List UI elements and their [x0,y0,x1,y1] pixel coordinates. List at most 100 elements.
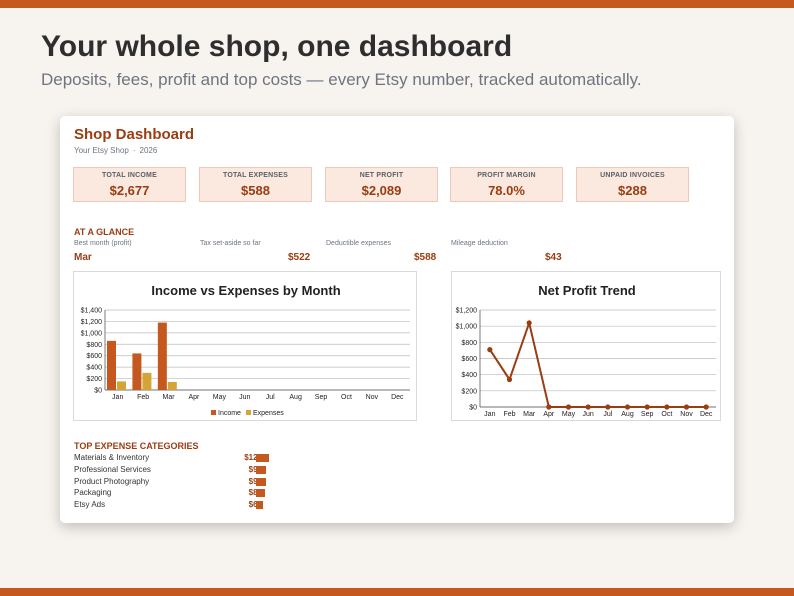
bar-expenses [167,382,177,390]
income-expenses-chart-svg: Income vs Expenses by Month $0 $200 $400 $60… [81,283,410,417]
y-tick-label: $0 [469,405,477,412]
expense-value: $95 [249,465,262,474]
top-accent-bar [0,0,794,8]
x-tick-label: Apr [543,411,555,418]
kpi-label: UNPAID INVOICES [600,172,665,179]
y-tick-label: $200 [86,376,102,383]
kpi-value: $288 [618,183,647,198]
glance-value-best-month: Mar [74,252,92,263]
glance-label-mileage: Mileage deduction [451,240,508,247]
glance-value-tax: $522 [288,252,311,263]
expense-bar [256,501,263,510]
y-tick-label: $600 [461,356,477,363]
profit-point [664,404,670,410]
profit-point [506,376,513,383]
x-tick-label: Feb [137,394,149,401]
profit-point [546,404,552,410]
profit-point [605,404,611,410]
x-tick-label: Dec [700,411,713,418]
profit-point [644,404,650,410]
x-tick-label: Jun [239,394,250,401]
x-tick-label: Sep [641,411,654,418]
shop-name: Your Etsy Shop [74,146,129,155]
expense-row: Product Photography $90 [74,477,274,488]
expense-value: $90 [249,477,262,486]
x-tick-label: Nov [366,394,379,401]
expense-bar [256,489,266,498]
page-headline: Your whole shop, one dashboard [41,30,513,63]
profit-point [703,404,709,410]
y-tick-label: $1,200 [81,319,103,326]
bottom-accent-bar [0,588,794,596]
glance-label-best-month: Best month (profit) [74,240,132,247]
profit-point [585,404,591,410]
y-tick-label: $400 [86,365,102,372]
page-subheadline: Deposits, fees, profit and top costs — e… [41,70,642,89]
x-tick-label: Dec [391,394,404,401]
x-tick-label: Jul [266,394,275,401]
x-tick-label: Apr [189,394,201,401]
expense-row: Materials & Inventory $122 [74,453,274,464]
y-tick-label: $200 [461,388,477,395]
kpi-value: $588 [241,183,270,198]
expense-value: $62 [249,500,262,509]
glance-value-deductible: $588 [414,252,437,263]
kpi-net-profit: NET PROFIT $2,089 [325,167,438,202]
dashboard-year: 2026 [139,146,158,155]
x-tick-label: Aug [621,411,634,418]
kpi-value: $2,677 [109,183,150,198]
expense-bar [256,465,267,474]
kpi-label: PROFIT MARGIN [477,172,536,179]
expense-name: Etsy Ads [74,500,106,510]
expense-bar [256,454,269,462]
expense-name: Professional Services [74,464,151,474]
profit-line [488,319,707,408]
x-tick-label: Oct [341,394,352,401]
glance-label-tax: Tax set-aside so far [200,240,261,247]
kpi-unpaid-invoices: UNPAID INVOICES $288 [576,167,689,202]
legend-swatch [246,410,251,415]
profit-point [526,320,532,326]
x-tick-label: Jun [583,411,594,418]
y-tick-label: $800 [86,342,102,349]
y-tick-label: $0 [94,388,102,395]
chart-title: Net Profit Trend [538,283,636,298]
profit-point [487,347,493,353]
expense-bar [256,477,266,486]
y-tick-label: $1,000 [81,330,103,337]
x-tick-label: Jul [603,411,612,418]
expense-name: Product Photography [74,476,150,486]
bar-income [107,340,116,390]
bar-expenses [142,372,152,390]
kpi-label: TOTAL EXPENSES [222,172,289,179]
glance-section-title: AT A GLANCE [74,227,135,237]
dashboard-card: Shop Dashboard Your Etsy Shop · 2026 TOTAL… [60,116,734,523]
bar-income [132,353,142,390]
glance-label-deductible: Deductible expenses [326,240,391,247]
kpi-value: $2,089 [361,183,402,198]
profit-point [683,404,690,410]
y-tick-label: $600 [86,353,102,360]
y-tick-label: $1,400 [81,308,103,315]
x-tick-label: Jan [484,411,495,418]
chart-title: Income vs Expenses by Month [151,283,340,298]
x-tick-label: Oct [661,411,672,418]
bar-expenses [117,381,126,390]
kpi-profit-margin: PROFIT MARGIN 78.0% [450,167,563,202]
profit-point [565,404,572,410]
x-tick-label: Nov [680,411,693,418]
expense-value: $122 [244,453,262,462]
expense-name: Packaging [74,488,112,498]
y-tick-label: $400 [461,372,477,379]
expense-row: Professional Services $95 [74,465,274,476]
x-tick-label: May [213,394,227,401]
y-tick-label: $1,000 [456,324,478,331]
x-tick-label: Aug [289,394,302,401]
glance-value-mileage: $43 [545,252,562,263]
profit-point [624,404,631,410]
expense-row: Etsy Ads $62 [74,500,274,511]
legend-label: Income [218,410,241,417]
y-tick-label: $800 [461,340,477,347]
x-tick-label: Mar [523,411,536,418]
expense-section-title: TOP EXPENSE CATEGORIES [74,441,199,451]
